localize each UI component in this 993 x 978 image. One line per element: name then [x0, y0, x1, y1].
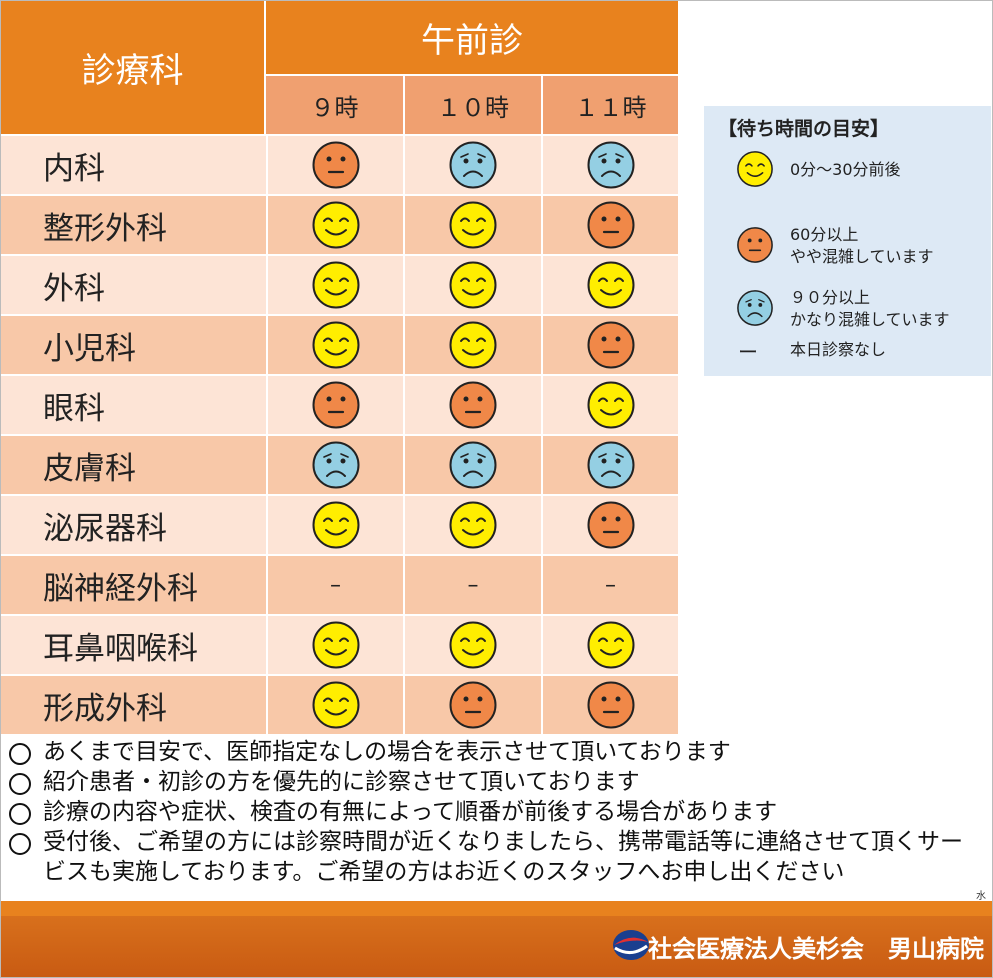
- face: [449, 681, 497, 729]
- face: [312, 681, 359, 729]
- legend-symbol: ー: [738, 340, 758, 364]
- session-header: 午前診: [266, 1, 678, 76]
- note-bullet: [9, 743, 31, 765]
- department-header: 診療科: [1, 1, 266, 134]
- status-cell: [268, 436, 403, 494]
- note-bullet: [9, 773, 31, 795]
- face: [312, 501, 359, 549]
- footer-stripe: [1, 901, 992, 916]
- status-cell: [543, 676, 678, 734]
- legend-label: 0分～30分前後: [790, 160, 901, 179]
- department-name: 整形外科: [1, 196, 266, 254]
- status-cell: [543, 496, 678, 554]
- face: [449, 261, 497, 309]
- face: [587, 261, 634, 309]
- status-cell: [405, 316, 541, 374]
- time-header: ９時: [266, 76, 403, 134]
- department-name: 泌尿器科: [1, 496, 266, 554]
- face: [312, 141, 359, 189]
- department-name: 皮膚科: [1, 436, 266, 494]
- footer-organization: 社会医療法人美杉会 男山病院: [648, 935, 984, 963]
- department-name: 形成外科: [1, 676, 266, 734]
- status-cell: [543, 256, 678, 314]
- face: [312, 261, 359, 309]
- logo: [613, 930, 649, 960]
- time-header: １０時: [403, 76, 541, 134]
- status-cell: [268, 256, 403, 314]
- face: [587, 681, 634, 729]
- status-cell: [268, 136, 403, 194]
- note-bullet: [9, 803, 31, 825]
- face: [312, 441, 359, 489]
- note: 受付後、ご希望の方には診察時間が近くなりましたら、携帯電話等に連絡させて頂くサー…: [43, 829, 963, 885]
- footer-mark: 水: [976, 891, 986, 902]
- face: [312, 621, 359, 669]
- legend-title: 【待ち時間の目安】: [718, 118, 890, 140]
- face: [587, 141, 634, 189]
- status-cell: [543, 196, 678, 254]
- department-name: 耳鼻咽喉科: [1, 616, 266, 674]
- face: [449, 201, 497, 249]
- face: [449, 381, 497, 429]
- status-cell: –: [405, 556, 541, 614]
- legend: 【待ち時間の目安】 0分～30分前後 60分以上やや混雑しています ９０分以上かなり…: [704, 106, 991, 376]
- status-cell: [405, 676, 541, 734]
- department-name: 内科: [1, 136, 266, 194]
- legend-label: ９０分以上: [790, 288, 871, 307]
- face: [587, 501, 634, 549]
- status-cell: [268, 376, 403, 434]
- status-cell: [405, 196, 541, 254]
- status-cell: [405, 496, 541, 554]
- face: [587, 441, 634, 489]
- legend-label: 本日診察なし: [790, 340, 887, 359]
- face: [587, 621, 634, 669]
- face: [312, 381, 359, 429]
- face: [449, 141, 497, 189]
- legend-label: 60分以上: [790, 225, 859, 244]
- status-cell: [268, 616, 403, 674]
- status-cell: [405, 616, 541, 674]
- face: [587, 201, 634, 249]
- status-cell: [405, 376, 541, 434]
- face: [449, 321, 497, 369]
- department-name: 脳神経外科: [1, 556, 266, 614]
- status-cell: [543, 436, 678, 494]
- status-cell: [268, 676, 403, 734]
- status-cell: [405, 256, 541, 314]
- status-cell: [543, 376, 678, 434]
- face: [737, 290, 773, 326]
- face: [449, 501, 497, 549]
- note-bullet: [9, 833, 31, 855]
- face: [312, 321, 359, 369]
- status-cell: [543, 316, 678, 374]
- face: [737, 227, 773, 263]
- face: [312, 201, 359, 249]
- status-cell: [543, 136, 678, 194]
- status-cell: [405, 136, 541, 194]
- department-name: 外科: [1, 256, 266, 314]
- note: あくまで目安で、医師指定なしの場合を表示させて頂いております: [43, 739, 731, 765]
- status-cell: [268, 316, 403, 374]
- note: 紹介患者・初診の方を優先的に診察させて頂いております: [43, 769, 640, 795]
- note: 診療の内容や症状、検査の有無によって順番が前後する場合があります: [43, 799, 778, 825]
- status-cell: [268, 496, 403, 554]
- face: [587, 321, 634, 369]
- legend-label: かなり混雑しています: [790, 310, 950, 329]
- status-cell: –: [543, 556, 678, 614]
- status-cell: [405, 436, 541, 494]
- legend-label: やや混雑しています: [790, 247, 934, 266]
- face: [587, 381, 634, 429]
- face: [449, 441, 497, 489]
- face: [449, 621, 497, 669]
- department-name: 眼科: [1, 376, 266, 434]
- time-header: １１時: [541, 76, 678, 134]
- status-cell: [268, 196, 403, 254]
- status-cell: –: [268, 556, 403, 614]
- footer-bar: [1, 916, 992, 977]
- face: [737, 151, 773, 187]
- department-name: 小児科: [1, 316, 266, 374]
- status-cell: [543, 616, 678, 674]
